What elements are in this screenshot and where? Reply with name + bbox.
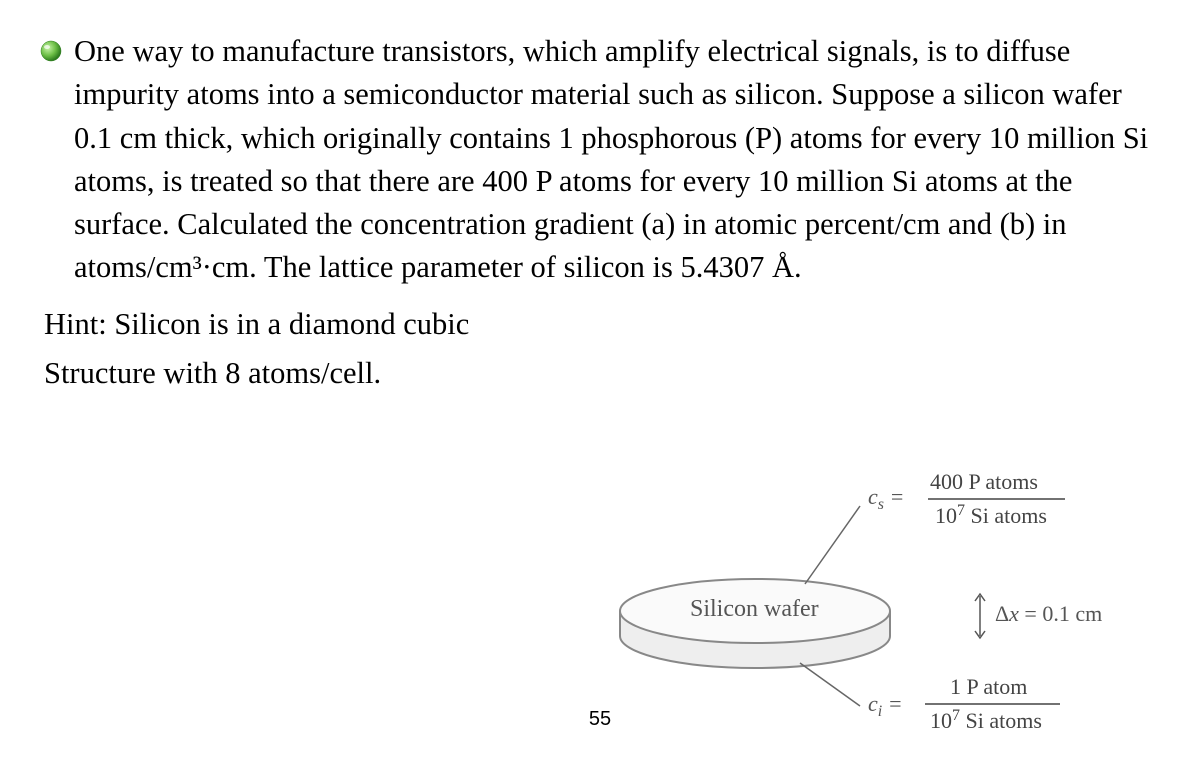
thickness-indicator: Δx = 0.1 cm <box>975 594 1102 638</box>
wafer-label: Silicon wafer <box>690 596 819 622</box>
wafer-diagram: cs = 400 P atoms 107 Si atoms Silicon wa… <box>600 466 1160 731</box>
cs-leader-line <box>805 506 860 584</box>
svg-text:Δx = 0.1 cm: Δx = 0.1 cm <box>995 601 1102 626</box>
page-number: 55 <box>589 708 611 731</box>
bullet-block: One way to manufacture transistors, whic… <box>40 30 1160 290</box>
problem-text: One way to manufacture transistors, whic… <box>74 30 1160 290</box>
hint-line-2: Structure with 8 atoms/cell. <box>44 349 1160 398</box>
silicon-wafer-shape <box>620 579 890 668</box>
hint-text: Hint: Silicon is in a diamond cubic Stru… <box>44 300 1160 398</box>
ci-formula: ci = 1 P atom 107 Si atoms <box>868 674 1060 731</box>
ci-denominator: 107 Si atoms <box>930 707 1042 731</box>
cs-numerator: 400 P atoms <box>930 469 1038 494</box>
svg-text:ci =: ci = <box>868 691 903 720</box>
svg-text:cs =: cs = <box>868 484 904 513</box>
hint-line-1: Hint: Silicon is in a diamond cubic <box>44 300 1160 349</box>
bullet-icon <box>40 40 62 62</box>
ci-leader-line <box>800 663 860 706</box>
cs-denominator: 107 Si atoms <box>935 502 1047 528</box>
ci-numerator: 1 P atom <box>950 674 1027 699</box>
cs-formula: cs = 400 P atoms 107 Si atoms <box>868 469 1065 528</box>
